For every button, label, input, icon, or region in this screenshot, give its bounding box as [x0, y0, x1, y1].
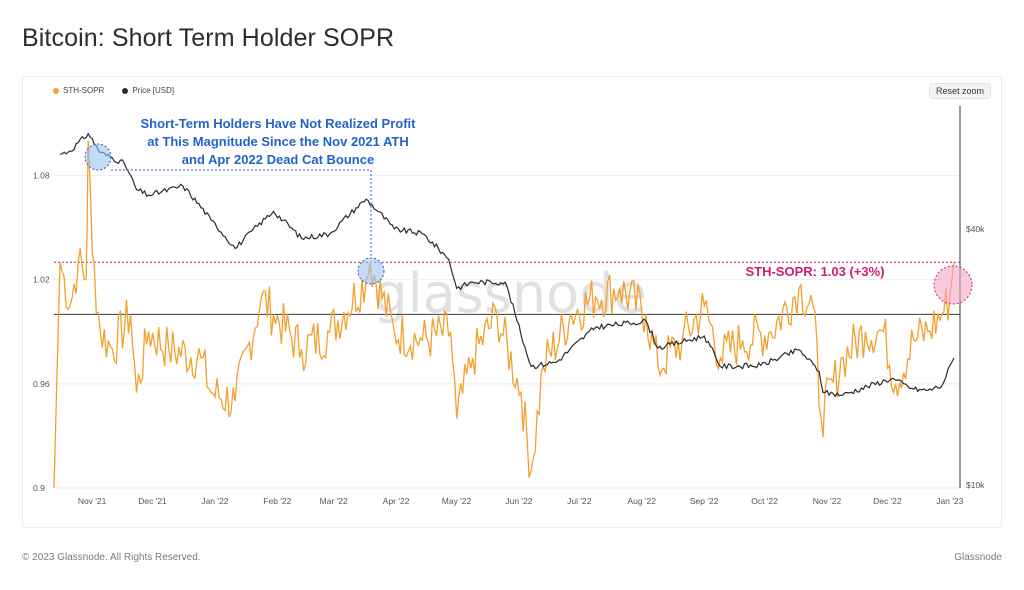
x-tick-12: Nov '22 — [813, 496, 842, 506]
chart-container: STH-SOPR Price [USD] Reset zoom — [22, 76, 1002, 528]
y-left-tick-0: 0.9 — [33, 483, 45, 493]
legend-label-price: Price [USD] — [132, 86, 175, 95]
x-tick-4: Mar '22 — [320, 496, 348, 506]
highlight-circle-jan23 — [933, 265, 973, 305]
annotation-sopr-value: STH-SOPR: 1.03 (+3%) — [745, 264, 884, 279]
x-tick-3: Feb '22 — [263, 496, 291, 506]
legend-dot-sopr — [53, 87, 59, 94]
x-tick-10: Sep '22 — [690, 496, 719, 506]
y-right-tick-1: $40k — [966, 224, 985, 234]
watermark-text: glassnode — [373, 262, 646, 325]
x-tick-14: Jan '23 — [936, 496, 963, 506]
footer-brand: Glassnode — [954, 552, 1002, 563]
x-tick-13: Dec '22 — [873, 496, 902, 506]
y-left-tick-1: 0.96 — [33, 379, 50, 389]
footer-copyright: © 2023 Glassnode. All Rights Reserved. — [22, 552, 201, 563]
page-title: Bitcoin: Short Term Holder SOPR — [22, 24, 395, 52]
y-left-tick-2: 1.02 — [33, 275, 50, 285]
x-tick-0: Nov '21 — [78, 496, 107, 506]
legend-label-sopr: STH-SOPR — [63, 86, 105, 95]
highlight-circle-nov21 — [84, 143, 112, 171]
annotation-text-line-0: Short-Term Holders Have Not Realized Pro… — [141, 116, 417, 131]
legend-dot-price — [122, 87, 129, 94]
annotation-text-line-1: at This Magnitude Since the Nov 2021 ATH — [147, 134, 409, 149]
chart-legend: STH-SOPR Price [USD] — [53, 86, 174, 95]
series-line-sopr — [53, 140, 955, 489]
x-tick-6: May '22 — [442, 496, 472, 506]
annotation-connector — [111, 169, 372, 258]
x-tick-5: Apr '22 — [383, 496, 410, 506]
x-tick-7: Jun '22 — [505, 496, 532, 506]
x-tick-2: Jan '22 — [201, 496, 228, 506]
y-right-tick-0: $10k — [966, 480, 985, 490]
highlight-circle-apr22 — [357, 257, 385, 285]
x-tick-8: Jul '22 — [567, 496, 592, 506]
annotation-text-line-2: and Apr 2022 Dead Cat Bounce — [182, 152, 374, 167]
reset-zoom-button[interactable]: Reset zoom — [928, 83, 991, 99]
x-tick-9: Aug '22 — [627, 496, 656, 506]
series-line-price — [59, 132, 955, 398]
x-tick-1: Dec '21 — [138, 496, 167, 506]
legend-item-price[interactable]: Price [USD] — [122, 86, 174, 95]
y-left-tick-3: 1.08 — [33, 170, 50, 180]
legend-item-sopr[interactable]: STH-SOPR — [53, 86, 104, 95]
x-tick-11: Oct '22 — [751, 496, 778, 506]
